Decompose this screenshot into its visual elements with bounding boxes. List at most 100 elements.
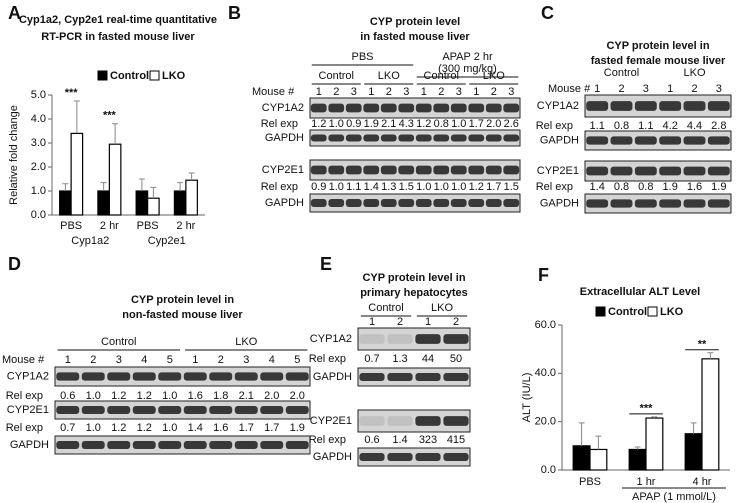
blot-band (683, 136, 706, 145)
blot-band (659, 101, 682, 111)
rel-value: 1.0 (162, 390, 177, 402)
group-label: Control (101, 336, 136, 348)
bar (572, 445, 591, 471)
blot-band (310, 199, 327, 207)
mouse-number: 1 (368, 86, 374, 98)
rel-value: 415 (447, 434, 465, 446)
rel-value: 1.7 (469, 118, 484, 130)
mouse-label: Mouse # (2, 354, 45, 366)
blot-strip (584, 160, 732, 182)
panel-letter: A (8, 3, 21, 23)
y-tick-label: 1.0 (31, 185, 46, 197)
rel-value: 1.6 (213, 422, 228, 434)
rel-value: 1.7 (486, 181, 501, 193)
blot-band (234, 441, 258, 449)
mouse-label: Mouse # (548, 83, 591, 95)
blot-band (56, 441, 80, 449)
group-label: APAP (1 mmol/L) (632, 491, 716, 503)
rel-value: 1.3 (381, 181, 396, 193)
rel-value: 1.7 (239, 422, 254, 434)
rel-value: 1.4 (188, 422, 203, 434)
rel-value: 0.6 (364, 434, 379, 446)
x-tick-label: 1 hr (637, 476, 656, 488)
rel-value: 1.0 (162, 422, 177, 434)
blot-band (387, 334, 413, 344)
rel-value: 1.9 (663, 181, 678, 193)
mouse-number: 2 (618, 83, 624, 95)
blot-band (285, 406, 309, 414)
significance: *** (640, 403, 654, 415)
error-bar (73, 100, 80, 134)
mouse-number: 1 (473, 86, 479, 98)
blot-band (415, 453, 441, 461)
blot-band (310, 134, 327, 142)
mouse-number: 2 (453, 316, 459, 328)
blot-band (610, 166, 633, 176)
mouse-number: 2 (491, 86, 497, 98)
rel-value: 2.0 (290, 390, 305, 402)
rel-value: 1.0 (451, 118, 466, 130)
row-label: GAPDH (265, 197, 304, 209)
blot-band (81, 441, 105, 449)
mouse-number: 1 (65, 354, 71, 366)
legend-label: LKO (162, 70, 186, 82)
row-label: CYP2E1 (262, 164, 304, 176)
row-label: CYP1A2 (262, 102, 304, 114)
blot-strip (584, 193, 732, 214)
rel-value: 1.1 (346, 181, 361, 193)
rel-label: Rel exp (261, 181, 298, 193)
rel-value: 0.7 (364, 353, 379, 365)
rel-value: 1.8 (213, 390, 228, 402)
rel-value: 1.9 (711, 181, 726, 193)
blot-band (132, 372, 156, 381)
blot-band (107, 406, 131, 414)
significance: *** (103, 110, 117, 122)
mouse-number: 1 (594, 83, 600, 95)
blot-band (503, 103, 520, 113)
panel-letter: F (538, 265, 549, 285)
bar (147, 197, 160, 216)
rel-value: 0.6 (60, 390, 75, 402)
rel-value: 1.7 (264, 422, 279, 434)
rel-value: 1.2 (311, 118, 326, 130)
blot-band (387, 373, 413, 381)
mouse-number: 2 (218, 354, 224, 366)
row-label: CYP2E1 (537, 165, 579, 177)
y-tick-label: 0.0 (541, 464, 556, 476)
blot-title: CYP protein level in (131, 294, 234, 306)
rel-value: 1.2 (111, 422, 126, 434)
blot-strip (54, 400, 311, 420)
mouse-number: 2 (333, 86, 339, 98)
y-tick-label: 40.0 (535, 367, 556, 379)
rel-value: 1.0 (451, 181, 466, 193)
row-label: GAPDH (540, 134, 579, 146)
blot-band (433, 199, 450, 207)
y-tick-label: 60.0 (535, 319, 556, 331)
rel-value: 2.0 (486, 118, 501, 130)
y-tick-label: 2.0 (31, 161, 46, 173)
blot-band (415, 334, 441, 344)
blot-band (56, 406, 80, 414)
blot-title: fasted female mouse liver (591, 55, 726, 67)
panel-letter: B (228, 3, 241, 23)
blot-strip (357, 409, 471, 433)
blot-band (380, 199, 397, 207)
group-label: Control (604, 67, 639, 79)
blot-band (81, 406, 105, 414)
blot-band (415, 199, 432, 207)
rel-value: 1.2 (137, 390, 152, 402)
row-label: CYP2E1 (310, 415, 352, 427)
blot-band (634, 136, 657, 145)
blot-band (328, 103, 345, 113)
group-label: Control (319, 70, 354, 82)
blot-band (345, 134, 362, 142)
x-tick-label: PBS (137, 220, 159, 232)
bar (701, 358, 720, 471)
panel-letter: E (320, 254, 332, 274)
blot-band (183, 406, 207, 414)
rel-value: 50 (450, 353, 462, 365)
rel-value: 2.8 (711, 120, 726, 132)
blot-band (260, 406, 284, 414)
mouse-number: 3 (116, 354, 122, 366)
blot-band (443, 416, 469, 426)
